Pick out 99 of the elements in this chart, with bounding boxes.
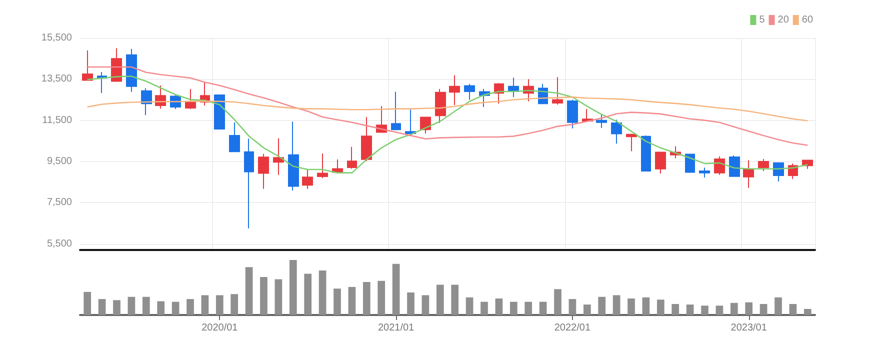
bar: [304, 274, 312, 315]
bar: [730, 302, 738, 315]
bar: [392, 264, 400, 315]
line-series: [86, 96, 808, 122]
bar: [554, 289, 562, 315]
legend-label: 5: [759, 14, 766, 26]
candlestick: [641, 135, 651, 172]
candlestick: [552, 76, 563, 106]
bar: [524, 302, 532, 315]
bar: [422, 295, 430, 315]
bar: [612, 295, 620, 315]
bar: [230, 294, 238, 315]
candlestick: [214, 94, 225, 130]
bar: [362, 282, 370, 315]
candlestick: [729, 155, 740, 177]
line-series: [86, 76, 808, 174]
candlestick: [626, 133, 637, 152]
bar: [466, 297, 474, 315]
bar: [656, 300, 664, 315]
candlestick: [317, 152, 328, 179]
candlestick: [347, 146, 357, 170]
bar: [628, 298, 635, 315]
bar: [245, 267, 253, 315]
bar: [216, 295, 224, 315]
bar: [407, 292, 414, 315]
candlestick: [699, 167, 710, 178]
candlestick: [685, 153, 695, 174]
x-tick-label: 2023/01: [730, 322, 768, 334]
bar: [274, 279, 282, 315]
bar: [334, 288, 341, 315]
y-tick-label: 7,500: [46, 197, 72, 208]
candlestick: [611, 119, 622, 144]
bar: [201, 295, 209, 315]
candlestick: [464, 83, 475, 100]
bar: [142, 296, 150, 315]
bar: [172, 302, 180, 315]
bar: [260, 277, 268, 315]
candlestick: [170, 94, 181, 110]
candlestick: [288, 121, 299, 192]
bar: [480, 302, 488, 315]
y-tick-label: 11,500: [42, 114, 72, 126]
bar: [701, 306, 708, 315]
bar: [157, 301, 165, 315]
legend-label: 20: [778, 14, 790, 26]
bar: [495, 298, 503, 315]
candlestick: [229, 122, 240, 152]
candlestick: [185, 88, 196, 110]
y-tick-label: 15,500: [41, 32, 72, 44]
candlestick: [141, 88, 152, 116]
bar: [716, 306, 724, 315]
bar: [642, 297, 650, 315]
bar: [451, 284, 459, 315]
candlestick: [743, 160, 754, 188]
bar: [348, 286, 356, 315]
candlestick: [273, 138, 284, 176]
bar: [510, 302, 518, 315]
bar: [539, 302, 547, 315]
bar: [774, 297, 782, 315]
y-tick-label: 9,500: [46, 156, 72, 167]
bar: [186, 299, 194, 315]
candlestick: [714, 156, 725, 176]
bar: [598, 296, 606, 315]
candlestick: [435, 88, 446, 124]
y-tick-label: 5,500: [46, 238, 72, 250]
bar: [583, 304, 591, 315]
bar: [672, 304, 680, 315]
candlestick: [405, 109, 416, 136]
candlestick: [391, 91, 401, 131]
x-tick-label: 2022/01: [554, 322, 591, 334]
bar: [98, 299, 106, 315]
legend-label: 60: [802, 14, 814, 26]
candlestick: [126, 48, 137, 92]
line-series: [86, 66, 808, 146]
bar: [318, 270, 326, 315]
candlestick: [758, 158, 769, 172]
bar: [84, 292, 92, 315]
candlestick: [111, 48, 122, 82]
x-tick-label: 2021/01: [378, 322, 415, 334]
bar: [568, 299, 576, 315]
bar: [128, 296, 136, 315]
bar: [289, 260, 297, 315]
bar: [686, 304, 694, 315]
candlestick: [258, 153, 269, 190]
bar: [113, 300, 120, 315]
bar: [436, 284, 444, 315]
candlestick: [244, 138, 254, 229]
bar: [789, 304, 797, 315]
candlestick: [508, 77, 519, 98]
candlestick: [449, 74, 460, 106]
bar: [378, 280, 386, 315]
bar: [760, 304, 768, 315]
bar: [804, 308, 812, 315]
x-tick-label: 2020/01: [202, 322, 238, 334]
candlestick: [567, 99, 578, 129]
candlestick: [302, 169, 313, 190]
y-tick-label: 13,500: [41, 74, 72, 85]
bar: [745, 302, 753, 315]
candlestick: [655, 152, 666, 174]
candlestick: [361, 116, 372, 162]
